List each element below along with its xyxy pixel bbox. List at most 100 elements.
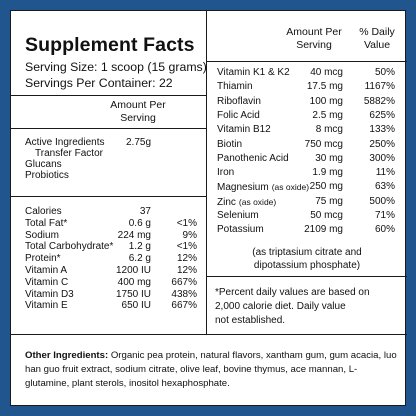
right-row-label: Magnesium [217, 182, 269, 194]
left-row-amount: 0.6 g [128, 217, 151, 229]
right-row-qualifier: (as oxide) [271, 182, 310, 193]
right-row-dv: 5882% [363, 95, 395, 107]
right-row-label: Folic Acid [217, 109, 260, 121]
right-row-amount: 1.9 mg [312, 167, 343, 179]
right-row-label: Potassium [217, 224, 264, 236]
right-row-name: Magnesium (as oxide) [217, 181, 309, 194]
supplement-facts-panel: Supplement Facts Serving Size: 1 scoop (… [10, 10, 407, 406]
left-row-name: Total Fat* [25, 217, 68, 229]
other-ingredients-rule [11, 334, 407, 335]
right-row-amount: 50 mcg [310, 210, 343, 221]
right-row-dv: 133% [369, 124, 395, 136]
right-row-name: Thiamin [217, 81, 253, 93]
left-row-amount: 37 [139, 206, 151, 217]
left-row-name: Vitamin A [25, 265, 68, 276]
left-row-dv: 9% [182, 229, 197, 241]
left-row-dv: 667% [171, 300, 197, 312]
left-row-dv: 438% [171, 288, 197, 300]
right-row-name: Vitamin K1 & K2 [217, 67, 290, 79]
left-row-name: Vitamin D3 [25, 288, 74, 300]
left-active-bottom-rule [11, 196, 207, 197]
right-row-amount: 100 mg [309, 95, 343, 107]
right-row-dv: 1167% [364, 81, 395, 93]
footnote-line-3: not established. [215, 315, 286, 326]
left-row-dv: 667% [171, 276, 197, 288]
right-row-label: Selenium [217, 210, 259, 221]
right-row-dv: 250% [369, 138, 395, 150]
servings-per-container: Servings Per Container: 22 [25, 76, 173, 90]
active-sub-probiotics: Probiotics [25, 170, 69, 181]
other-ingredients: Other Ingredients: Organic pea protein, … [25, 349, 397, 391]
right-row-dv: 63% [374, 181, 395, 193]
serving-size: Serving Size: 1 scoop (15 grams) [25, 60, 207, 74]
left-row-name: Total Carbohydrate* [25, 241, 114, 253]
right-row-amount: 750 mcg [304, 138, 343, 150]
active-ingredients-label: Active Ingredients [25, 137, 105, 148]
right-dv-header: % Daily Value [359, 26, 395, 51]
right-row-name: Biotin [217, 139, 242, 151]
left-amount-header: Amount Per Serving [110, 99, 166, 124]
potassium-note-line-1: (as triptasium citrate and [252, 247, 362, 258]
active-ingredients-value: 2.75g [126, 137, 152, 148]
right-row-amount: 2109 mg [304, 224, 343, 236]
right-footnote-rule [207, 276, 407, 277]
right-row-label: Vitamin B12 [217, 124, 271, 136]
right-row-name: Zinc (as oxide) [217, 196, 276, 209]
active-sub-glucans: Glucans [25, 159, 62, 170]
right-row-dv: 11% [375, 167, 395, 179]
right-row-dv: 71% [374, 210, 395, 221]
right-row-amount: 40 mcg [310, 67, 343, 78]
right-row-dv: 500% [369, 195, 395, 207]
left-row-amount: 1.2 g [128, 241, 151, 253]
right-row-name: Panothenic Acid [217, 153, 289, 165]
left-row-amount: 1750 IU [115, 288, 151, 300]
right-row-name: Potassium [217, 224, 264, 236]
left-row-amount: 224 mg [117, 229, 151, 241]
right-row-label: Panothenic Acid [217, 152, 289, 164]
left-row-name: Vitamin E [25, 300, 68, 312]
left-row-name: Vitamin C [25, 276, 69, 288]
right-row-name: Iron [217, 167, 234, 179]
left-row-dv: 12% [176, 253, 197, 265]
right-amount-header: Amount Per Serving [286, 26, 342, 51]
right-row-dv: 50% [374, 67, 395, 78]
potassium-note-line-2: dipotassium phosphate) [253, 260, 361, 271]
other-ingredients-text: Organic pea protein, natural flavors, xa… [25, 350, 397, 389]
left-row-name: Sodium [25, 229, 59, 241]
other-ingredients-label: Other Ingredients: [25, 350, 109, 361]
right-row-dv: 625% [369, 109, 395, 121]
footnote-line-2: 2,000 calorie diet. Daily value [215, 301, 346, 312]
right-row-dv: 60% [374, 224, 395, 236]
left-row-amount: 1200 IU [115, 265, 151, 276]
left-row-dv: <1% [176, 241, 197, 253]
right-row-name: Selenium [217, 210, 259, 222]
right-row-amount: 75 mg [315, 195, 343, 207]
left-row-name: Protein* [25, 253, 61, 265]
right-row-name: Folic Acid [217, 110, 260, 122]
left-row-name: Calories [25, 206, 62, 217]
left-header-rule [11, 95, 207, 96]
panel-title: Supplement Facts [25, 34, 195, 56]
right-row-amount: 2.5 mg [312, 109, 343, 121]
footnote-line-1: *Percent daily values are based on [215, 287, 370, 298]
active-sub-transfer-factor: Transfer Factor [35, 148, 103, 159]
left-row-amount: 6.2 g [128, 253, 151, 265]
left-row-dv: 12% [176, 265, 197, 276]
right-row-qualifier: (as oxide) [238, 196, 277, 207]
right-row-name: Vitamin B12 [217, 124, 271, 136]
left-row-amount: 400 mg [117, 276, 151, 288]
left-row-dv: <1% [176, 217, 197, 229]
right-row-name: Riboflavin [217, 96, 261, 108]
right-header-rule [207, 61, 407, 62]
right-row-amount: 8 mcg [315, 124, 343, 136]
right-row-dv: 300% [369, 152, 395, 164]
right-row-label: Biotin [217, 138, 243, 150]
center-divider [206, 11, 207, 334]
right-row-amount: 30 mg [315, 152, 343, 164]
left-header-bottom-rule [11, 128, 207, 129]
right-row-amount: 17.5 mg [306, 81, 343, 93]
right-row-label: Iron [217, 167, 235, 179]
right-row-label: Vitamin K1 & K2 [217, 67, 290, 78]
right-row-amount: 250 mg [309, 181, 343, 193]
right-row-label: Riboflavin [217, 95, 261, 107]
